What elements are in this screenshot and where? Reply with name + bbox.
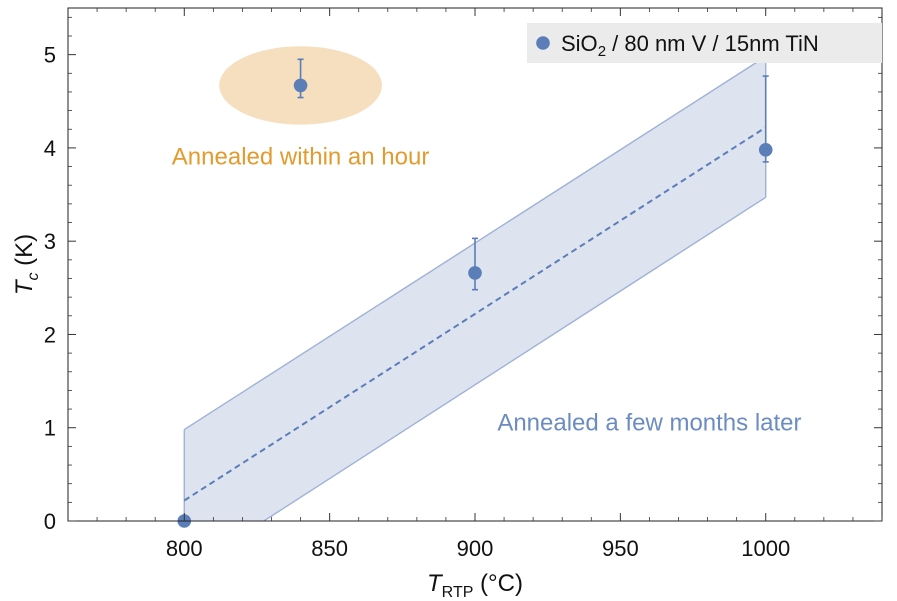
y-tick-label: 4 [44,136,56,161]
legend-marker [536,36,550,50]
data-point [758,142,773,157]
x-tick-label: 900 [457,536,494,561]
fit-line-layer [183,126,767,502]
y-tick-label: 1 [44,416,56,441]
data-point [468,266,482,280]
legend-box [527,23,882,63]
band-lower-edge [262,196,767,521]
x-axis-label-sub: RTP [442,584,474,601]
legend-layer: SiO2 / 80 nm V / 15nm TiN [527,23,882,63]
y-tick-label: 3 [44,229,56,254]
y-tick-label: 0 [44,509,56,534]
annotation-layer: Annealed within an hour Annealed a few mo… [172,144,802,437]
x-tick-label: 950 [602,536,639,561]
data-points-layer [177,58,773,528]
y-tick-label: 5 [44,43,56,68]
x-axis-label: TRTP (°C) [427,570,523,601]
annotation-label: Annealed a few months later [497,410,801,437]
x-axis-label-units: (°C) [473,570,523,597]
y-axis-label-main: T [11,278,38,295]
x-tick-label: 800 [166,536,203,561]
x-tick-label: 850 [311,536,348,561]
fit-line [183,126,767,502]
data-point [293,78,308,93]
legend-label-part: / 80 nm V / 15nm TiN [606,31,819,56]
y-axis-label: Tc (K) [11,234,42,295]
y-axis-label-units: (K) [11,234,38,273]
y-axis-label-sub: c [25,273,42,281]
x-axis-label-main: T [427,570,444,597]
legend-label-sub: 2 [598,43,606,60]
annotation-label: Annealed within an hour [172,144,430,171]
axis-label-layer: TRTP (°C)Tc (K) [11,234,523,601]
tick-layer: 800 850 900 950 1000 0 1 2 3 4 5 [44,8,883,561]
legend-label-part: SiO [561,31,598,56]
x-tick-label: 1000 [741,536,790,561]
legend-label: SiO2 / 80 nm V / 15nm TiN [561,31,819,60]
y-tick-label: 2 [44,322,56,347]
